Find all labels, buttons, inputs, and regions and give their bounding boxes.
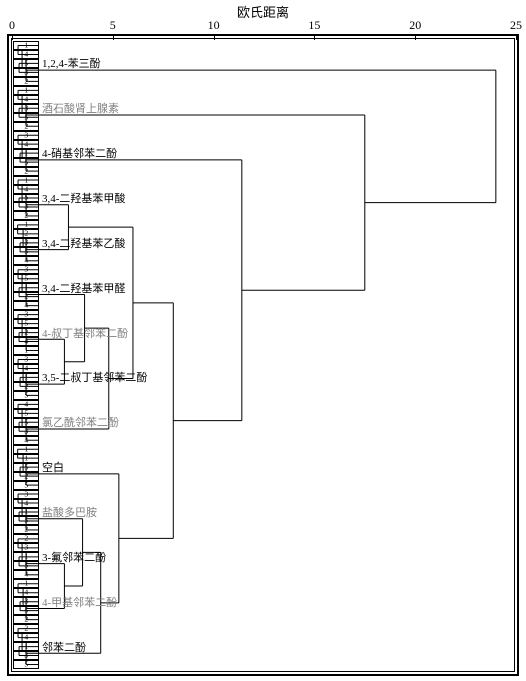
leaf-cell: 1 [13, 41, 39, 50]
leaf-cell: 5 [13, 418, 39, 427]
leaf-cell: 5 [13, 463, 39, 472]
axis-tick-label: 25 [510, 18, 522, 33]
leaf-cell: 2 [13, 292, 39, 301]
group-label: 空白 [42, 461, 64, 474]
group-label: 3,4-二羟基苯甲酸 [42, 192, 125, 205]
axis-tick [516, 34, 517, 40]
leaf-cell: 4 [13, 436, 39, 445]
leaf-cell: 1 [13, 346, 39, 355]
leaf-cell: 1 [13, 176, 39, 185]
axis-tick-label: 10 [208, 18, 220, 33]
leaf-cell: 5 [13, 391, 39, 400]
axis-tick-label: 5 [110, 18, 116, 33]
axis-tick [12, 34, 13, 40]
leaf-cell: 5 [13, 59, 39, 68]
axis-tick [415, 34, 416, 40]
group-label: 邻苯二酚 [42, 640, 86, 653]
leaf-cell: 4 [13, 400, 39, 409]
leaf-cell: 1 [13, 373, 39, 382]
leaf-cell: 2 [13, 167, 39, 176]
leaf-cell: 4 [13, 633, 39, 642]
leaf-cell: 3 [13, 131, 39, 140]
leaf-cell: 2 [13, 472, 39, 481]
leaf-cell: 3 [13, 490, 39, 499]
leaf-cell: 2 [13, 77, 39, 86]
group-label: 3,4-二羟基苯甲醛 [42, 281, 125, 294]
leaf-cell: 1 [13, 454, 39, 463]
group-label: 酒石酸肾上腺素 [42, 102, 119, 115]
leaf-cell: 4 [13, 140, 39, 149]
group-label: 3,4-二羟基苯乙酸 [42, 236, 125, 249]
leaf-cell: 3 [13, 68, 39, 77]
leaf-cell: 5 [13, 113, 39, 122]
leaf-cell: 1 [13, 642, 39, 651]
leaf-cell: 3 [13, 310, 39, 319]
leaf-cell: 1 [13, 86, 39, 95]
group-label: 4-硝基邻苯二酚 [42, 147, 117, 160]
leaf-cell: 5 [13, 319, 39, 328]
axis-tick [113, 34, 114, 40]
leaf-cell: 4 [13, 301, 39, 310]
leaf-cell: 4 [13, 364, 39, 373]
leaf-cell: 3 [13, 104, 39, 113]
group-label: 3,5-二叔丁基邻苯二酚 [42, 371, 147, 384]
leaf-cell: 4 [13, 95, 39, 104]
leaf-cell: 5 [13, 409, 39, 418]
leaf-cell: 5 [13, 660, 39, 669]
group-label: 盐酸多巴胺 [42, 506, 97, 519]
leaf-cell: 4 [13, 337, 39, 346]
group-label: 4-甲基邻苯二酚 [42, 595, 117, 608]
group-label: 4-叔丁基邻苯二酚 [42, 326, 128, 339]
leaf-cell: 1 [13, 445, 39, 454]
leaf-cell: 3 [13, 355, 39, 364]
group-label: 1,2,4-苯三酚 [42, 57, 101, 70]
leaf-cell: 1 [13, 149, 39, 158]
leaf-cell: 4 [13, 50, 39, 59]
leaf-cell: 5 [13, 481, 39, 490]
axis-tick [214, 34, 215, 40]
axis-tick-label: 0 [9, 18, 15, 33]
leaf-cell: 2 [13, 615, 39, 624]
leaf-cell: 2 [13, 624, 39, 633]
group-label: 氯乙酰邻苯二酚 [42, 416, 119, 429]
leaf-cell: 3 [13, 427, 39, 436]
leaf-cell: 2 [13, 382, 39, 391]
leaf-cell: 5 [13, 158, 39, 167]
axis-tick [314, 34, 315, 40]
leaf-cell: 3 [13, 651, 39, 660]
leaf-cell: 2 [13, 122, 39, 131]
axis-tick-label: 15 [308, 18, 320, 33]
leaf-cell: 5 [13, 606, 39, 615]
axis-tick-label: 20 [409, 18, 421, 33]
group-label: 3-氟邻苯二酚 [42, 550, 106, 563]
leaf-cell: 2 [13, 328, 39, 337]
